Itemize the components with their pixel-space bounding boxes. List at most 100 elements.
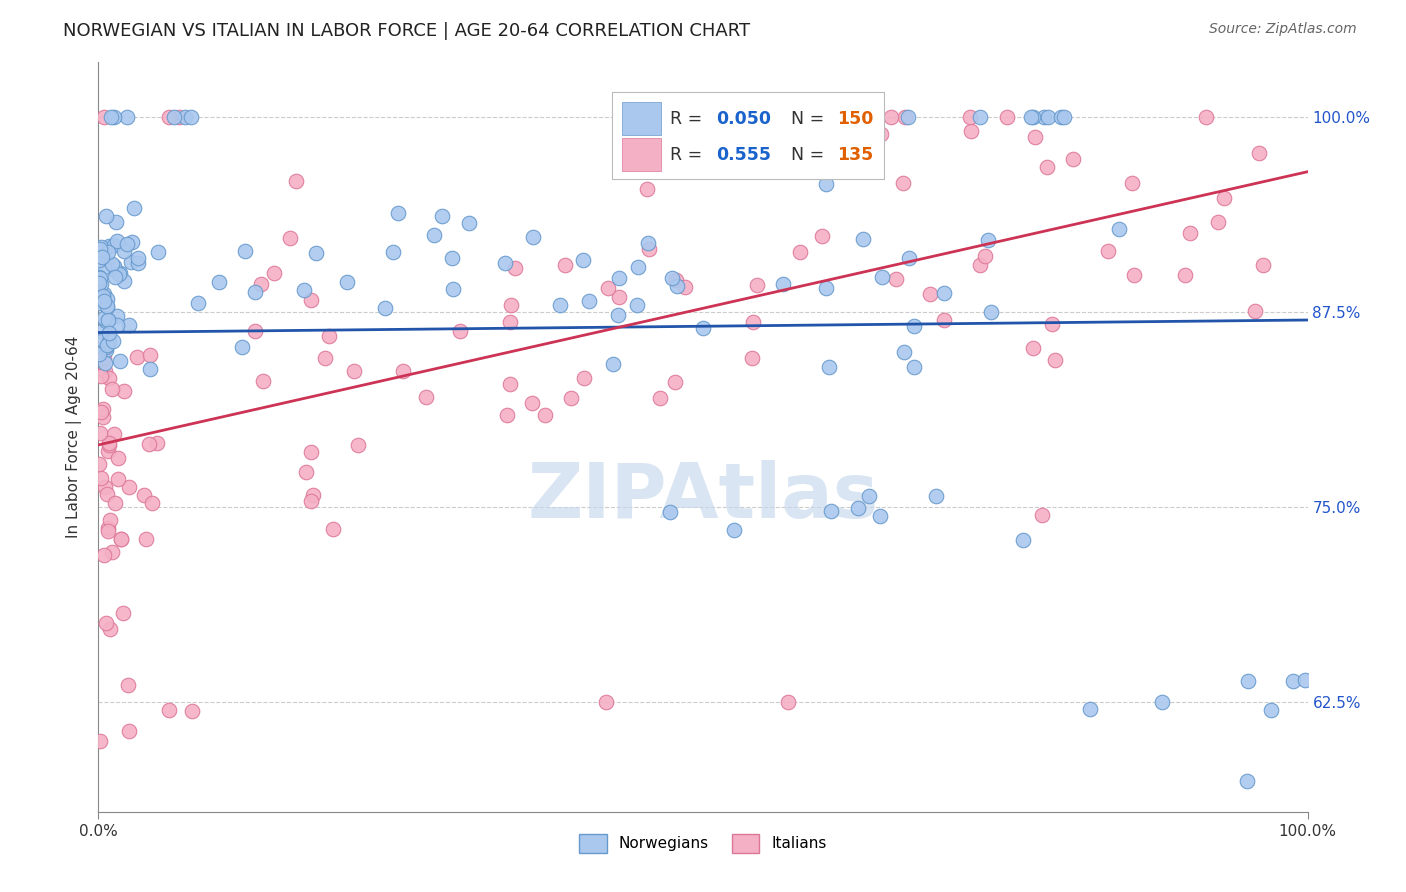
- Point: [387, 205, 409, 219]
- Point: [1108, 222, 1130, 236]
- Point: [127, 256, 149, 270]
- Point: [284, 174, 307, 188]
- Point: [1031, 508, 1053, 523]
- Point: [322, 522, 344, 536]
- Point: [665, 279, 688, 293]
- Point: [903, 359, 925, 374]
- Point: [97, 371, 120, 385]
- Point: [250, 277, 273, 291]
- Point: [90, 277, 112, 292]
- Point: [824, 110, 846, 124]
- Point: [252, 374, 274, 388]
- Point: [894, 110, 917, 124]
- Point: [146, 244, 169, 259]
- Point: [893, 344, 915, 359]
- Point: [761, 110, 783, 124]
- Point: [245, 285, 267, 299]
- Point: [107, 472, 129, 486]
- Point: [520, 396, 543, 410]
- Point: [458, 216, 481, 230]
- Point: [101, 545, 124, 559]
- Point: [880, 110, 903, 124]
- Point: [121, 235, 143, 249]
- Point: [167, 110, 190, 124]
- Point: [664, 273, 686, 287]
- Point: [89, 426, 111, 441]
- Point: [995, 110, 1018, 124]
- Point: [93, 286, 115, 301]
- Point: [851, 232, 873, 246]
- Point: [548, 297, 571, 311]
- Point: [112, 274, 135, 288]
- Point: [112, 384, 135, 398]
- Point: [897, 110, 920, 124]
- Point: [89, 242, 111, 256]
- Point: [870, 270, 893, 285]
- Point: [314, 351, 336, 365]
- Point: [627, 260, 650, 274]
- Point: [120, 254, 142, 268]
- Point: [499, 298, 522, 312]
- Point: [1213, 191, 1236, 205]
- Point: [776, 696, 799, 710]
- Point: [346, 438, 368, 452]
- Point: [533, 408, 555, 422]
- Point: [1053, 110, 1076, 124]
- Point: [91, 334, 114, 348]
- Point: [884, 272, 907, 286]
- Point: [1206, 215, 1229, 229]
- Text: ZIPAtlas: ZIPAtlas: [527, 460, 879, 534]
- Point: [108, 354, 131, 368]
- Point: [449, 324, 471, 338]
- Point: [747, 278, 769, 293]
- Point: [108, 266, 131, 280]
- Point: [103, 110, 125, 124]
- Point: [100, 382, 122, 396]
- Point: [305, 245, 328, 260]
- Point: [858, 489, 880, 503]
- Point: [100, 110, 122, 124]
- Point: [821, 110, 844, 124]
- Point: [101, 257, 124, 271]
- Point: [280, 230, 302, 244]
- Point: [294, 465, 316, 479]
- Point: [118, 724, 141, 739]
- Point: [1049, 110, 1071, 124]
- Text: NORWEGIAN VS ITALIAN IN LABOR FORCE | AGE 20-64 CORRELATION CHART: NORWEGIAN VS ITALIAN IN LABOR FORCE | AG…: [63, 22, 751, 40]
- Point: [1260, 703, 1282, 717]
- Point: [97, 435, 120, 450]
- Text: R =: R =: [671, 146, 709, 164]
- Point: [94, 209, 117, 223]
- Point: [554, 258, 576, 272]
- Point: [692, 320, 714, 334]
- Point: [299, 445, 322, 459]
- Point: [103, 427, 125, 442]
- Point: [98, 513, 121, 527]
- Point: [94, 364, 117, 378]
- Point: [94, 340, 117, 354]
- Point: [1011, 533, 1033, 548]
- Point: [91, 342, 114, 356]
- Point: [1123, 268, 1146, 282]
- Point: [759, 110, 782, 124]
- Point: [97, 326, 120, 340]
- Point: [498, 315, 520, 329]
- Point: [292, 283, 315, 297]
- Point: [934, 285, 956, 300]
- Point: [299, 293, 322, 308]
- Point: [607, 290, 630, 304]
- Point: [98, 335, 121, 350]
- Point: [89, 734, 111, 748]
- Point: [602, 357, 624, 371]
- Y-axis label: In Labor Force | Age 20-64: In Labor Force | Age 20-64: [66, 336, 83, 538]
- Point: [607, 308, 630, 322]
- Point: [93, 311, 115, 326]
- Point: [94, 356, 117, 370]
- Point: [91, 324, 114, 338]
- Point: [381, 244, 404, 259]
- Point: [505, 261, 527, 276]
- Text: R =: R =: [671, 110, 709, 128]
- Point: [1281, 674, 1303, 689]
- Point: [91, 244, 114, 258]
- Point: [301, 488, 323, 502]
